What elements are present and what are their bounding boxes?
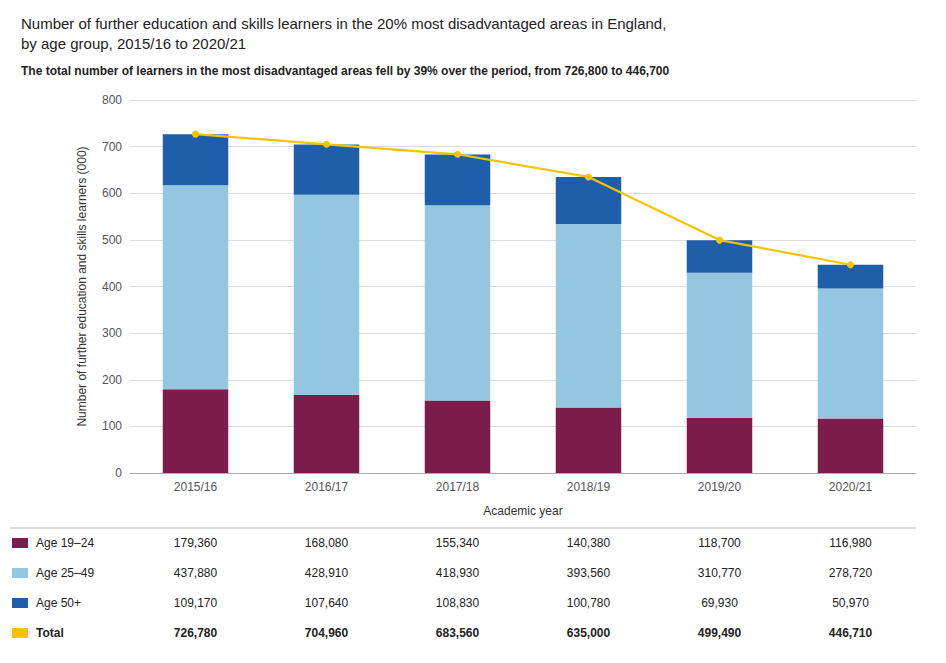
svg-text:418,930: 418,930	[436, 566, 480, 580]
svg-text:Total: Total	[36, 626, 64, 640]
svg-text:278,720: 278,720	[829, 566, 873, 580]
svg-text:400: 400	[102, 280, 122, 294]
svg-text:2018/19: 2018/19	[567, 480, 611, 494]
svg-text:100: 100	[102, 419, 122, 433]
svg-text:2016/17: 2016/17	[305, 480, 349, 494]
svg-text:300: 300	[102, 326, 122, 340]
svg-text:118,700: 118,700	[698, 536, 741, 550]
svg-text:2015/16: 2015/16	[174, 480, 218, 494]
svg-text:2020/21: 2020/21	[829, 480, 873, 494]
svg-text:Age 50+: Age 50+	[36, 596, 81, 610]
svg-text:0: 0	[115, 466, 122, 480]
svg-text:The total number of learners i: The total number of learners in the most…	[21, 64, 670, 78]
svg-text:Number of further education an: Number of further education and skills l…	[75, 146, 89, 426]
svg-text:108,830: 108,830	[436, 596, 480, 610]
svg-text:by age group, 2015/16 to 2020/: by age group, 2015/16 to 2020/21	[21, 35, 246, 52]
svg-text:393,560: 393,560	[567, 566, 611, 580]
svg-text:446,710: 446,710	[829, 626, 873, 640]
svg-text:109,170: 109,170	[174, 596, 218, 610]
svg-text:100,780: 100,780	[567, 596, 611, 610]
svg-text:600: 600	[102, 186, 122, 200]
svg-text:2019/20: 2019/20	[698, 480, 742, 494]
svg-text:635,000: 635,000	[567, 626, 611, 640]
svg-text:69,930: 69,930	[701, 596, 738, 610]
svg-text:Number of further education an: Number of further education and skills l…	[21, 15, 666, 32]
svg-text:800: 800	[102, 93, 122, 107]
svg-text:200: 200	[102, 373, 122, 387]
svg-text:700: 700	[102, 140, 122, 154]
svg-text:50,970: 50,970	[832, 596, 869, 610]
svg-text:Age 25–49: Age 25–49	[36, 566, 94, 580]
svg-text:310,770: 310,770	[698, 566, 742, 580]
svg-text:428,910: 428,910	[305, 566, 349, 580]
svg-text:107,640: 107,640	[305, 596, 349, 610]
svg-text:500: 500	[102, 233, 122, 247]
svg-text:116,980: 116,980	[829, 536, 872, 550]
svg-text:168,080: 168,080	[305, 536, 349, 550]
svg-text:Age 19–24: Age 19–24	[36, 536, 94, 550]
svg-text:683,560: 683,560	[436, 626, 480, 640]
svg-text:704,960: 704,960	[305, 626, 349, 640]
svg-text:726,780: 726,780	[174, 626, 218, 640]
svg-text:155,340: 155,340	[436, 536, 480, 550]
svg-text:2017/18: 2017/18	[436, 480, 480, 494]
svg-text:179,360: 179,360	[174, 536, 218, 550]
svg-text:437,880: 437,880	[174, 566, 218, 580]
svg-text:Academic year: Academic year	[483, 504, 562, 518]
svg-text:499,490: 499,490	[698, 626, 742, 640]
svg-text:140,380: 140,380	[567, 536, 611, 550]
